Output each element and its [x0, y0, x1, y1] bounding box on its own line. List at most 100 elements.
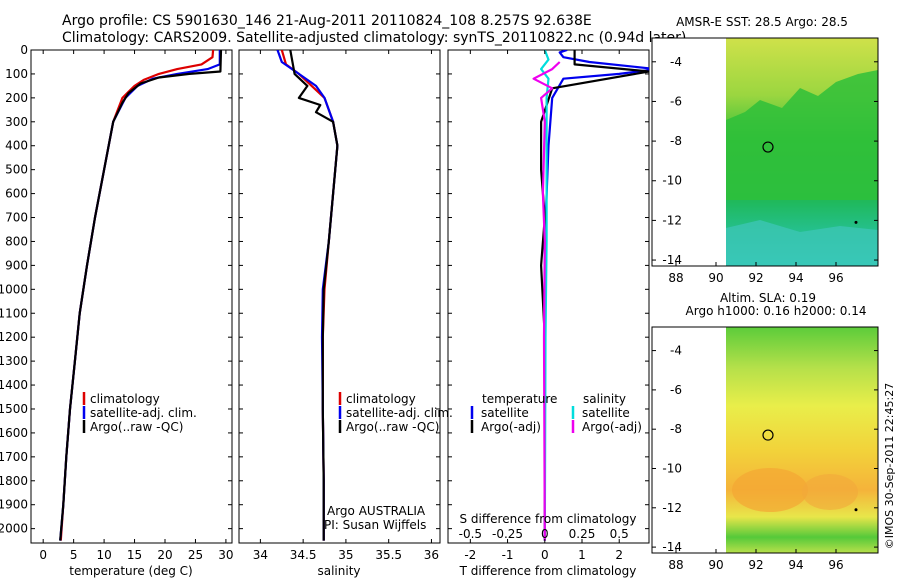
x-tick-label: 5: [70, 548, 78, 562]
y-tick-label: 1300: [0, 354, 28, 368]
legend-label-argo: Argo(..raw -QC): [90, 420, 183, 434]
x-tick-label: 0: [39, 548, 47, 562]
legend-header-salinity: salinity: [583, 392, 626, 406]
map-x-tick-label: 94: [788, 558, 803, 572]
map-x-tick-label: 94: [788, 271, 803, 285]
temperature-plot-frame: [30, 49, 233, 544]
x-tick-label: 36: [424, 548, 439, 562]
s-tick-label: -0.5: [459, 527, 482, 541]
series-line: [59, 50, 223, 541]
series-line: [532, 61, 561, 541]
sla-map-title: Altim. SLA: 0.19: [720, 291, 816, 305]
map-x-tick-label: 88: [668, 271, 683, 285]
sla-map-ticks: 88 90 92 94 96 -4 -6 -8 -10 -12 -14: [652, 344, 878, 572]
sst-map-ticks: 88 90 92 94 96 -4 -6 -8 -10 -12 -14: [652, 55, 878, 285]
salinity-x-ticks: 34 34.5 35 35.5 36: [253, 50, 439, 562]
series-line: [543, 50, 649, 541]
legend-label-satellite: satellite-adj. clim.: [90, 406, 197, 420]
map-x-tick-label: 92: [748, 558, 763, 572]
y-tick-label: 500: [5, 163, 28, 177]
legend-label-climatology: climatology: [346, 392, 416, 406]
s-tick-label: 0: [541, 527, 549, 541]
difference-legend: temperature salinity satellite Argo(-adj…: [470, 392, 642, 434]
x-tick-label: 20: [157, 548, 172, 562]
map-y-tick-label: -10: [662, 461, 682, 475]
y-tick-label: 900: [5, 258, 28, 272]
salinity-plot-frame: [238, 49, 441, 544]
map-y-tick-label: -4: [670, 344, 682, 358]
x-tick-label: 35.5: [375, 548, 402, 562]
legend-label-climatology: climatology: [90, 392, 160, 406]
temperature-axis-label: temperature (deg C): [69, 564, 192, 578]
x-tick-label: 25: [188, 548, 203, 562]
map-y-tick-label: -10: [662, 174, 682, 188]
series-line: [276, 50, 339, 541]
series-line: [280, 50, 339, 541]
series-line: [59, 50, 215, 541]
map-x-tick-label: 90: [708, 271, 723, 285]
legend-header-temperature: temperature: [482, 392, 557, 406]
legend-label-argo: Argo(..raw -QC): [346, 420, 439, 434]
map-y-tick-label: -8: [670, 134, 682, 148]
depth-axis: 0 100 200 300 400 500 600 700 800 900 1000 1100 1200…: [0, 43, 649, 536]
temperature-x-ticks: 0 5 10 15 20 25 30: [39, 50, 234, 562]
x-tick-label: 34.5: [290, 548, 317, 562]
sst-map-title: AMSR-E SST: 28.5 Argo: 28.5: [676, 15, 848, 29]
sst-map-frame: [651, 37, 879, 267]
x-tick-label: 0: [541, 548, 549, 562]
argo-float-marker: [762, 429, 774, 441]
difference-axis-label: T difference from climatology: [459, 564, 637, 578]
temperature-series: [59, 50, 223, 541]
legend-label-t-argo: Argo(-adj): [481, 420, 541, 434]
y-tick-label: 1500: [0, 402, 28, 416]
figure-title: Argo profile: CS 5901630_146 21-Aug-2011…: [62, 13, 592, 29]
x-tick-label: -1: [502, 548, 514, 562]
map-y-tick-label: -8: [670, 422, 682, 436]
sst-map: 88 90 92 94 96 -4 -6 -8 -10 -12 -14: [651, 37, 879, 285]
sst-map-field: [726, 38, 878, 266]
s-difference-label: S difference from climatology: [460, 512, 637, 526]
legend-label-s-argo: Argo(-adj): [582, 420, 642, 434]
y-tick-label: 700: [5, 211, 28, 225]
series-line: [59, 50, 221, 541]
series-line: [539, 50, 649, 541]
s-tick-label: 0.5: [610, 527, 629, 541]
y-tick-label: 300: [5, 115, 28, 129]
y-tick-label: 1000: [0, 282, 28, 296]
y-tick-label: 1700: [0, 450, 28, 464]
map-x-tick-label: 90: [708, 558, 723, 572]
map-y-tick-label: -14: [662, 253, 682, 267]
x-tick-label: 35: [338, 548, 353, 562]
argo-program-label: Argo AUSTRALIA: [327, 504, 426, 518]
map-y-tick-label: -6: [670, 383, 682, 397]
y-tick-label: 2000: [0, 522, 28, 536]
salinity-series: [276, 50, 339, 541]
map-x-tick-label: 96: [828, 271, 843, 285]
s-tick-label: -0.25: [492, 527, 523, 541]
salinity-legend: climatology satellite-adj. clim. Argo(..…: [324, 392, 453, 532]
difference-series: [532, 50, 649, 541]
trajectory-dot: [854, 220, 858, 224]
y-tick-label: 600: [5, 187, 28, 201]
x-tick-label: 30: [218, 548, 233, 562]
y-tick-label: 1100: [0, 306, 28, 320]
s-tick-label: 0.25: [569, 527, 596, 541]
legend-label-t-satellite: satellite: [481, 406, 529, 420]
x-tick-label: -2: [464, 548, 476, 562]
figure-subtitle: Climatology: CARS2009. Satellite-adjuste…: [62, 30, 686, 46]
y-tick-label: 1600: [0, 426, 28, 440]
x-tick-label: 34: [253, 548, 268, 562]
temperature-legend: climatology satellite-adj. clim. Argo(..…: [82, 392, 197, 434]
series-line: [539, 50, 550, 541]
imos-timestamp: ©IMOS 30-Sep-2011 22:45:27: [883, 383, 896, 549]
y-tick-label: 800: [5, 234, 28, 248]
map-y-tick-label: -12: [662, 213, 682, 227]
y-tick-label: 0: [20, 43, 28, 57]
map-y-tick-label: -4: [670, 55, 682, 69]
x-tick-label: 15: [127, 548, 142, 562]
y-tick-label: 1200: [0, 330, 28, 344]
salinity-axis-label: salinity: [317, 564, 360, 578]
y-tick-label: 1900: [0, 498, 28, 512]
map-y-tick-label: -14: [662, 540, 682, 554]
y-tick-label: 1400: [0, 378, 28, 392]
